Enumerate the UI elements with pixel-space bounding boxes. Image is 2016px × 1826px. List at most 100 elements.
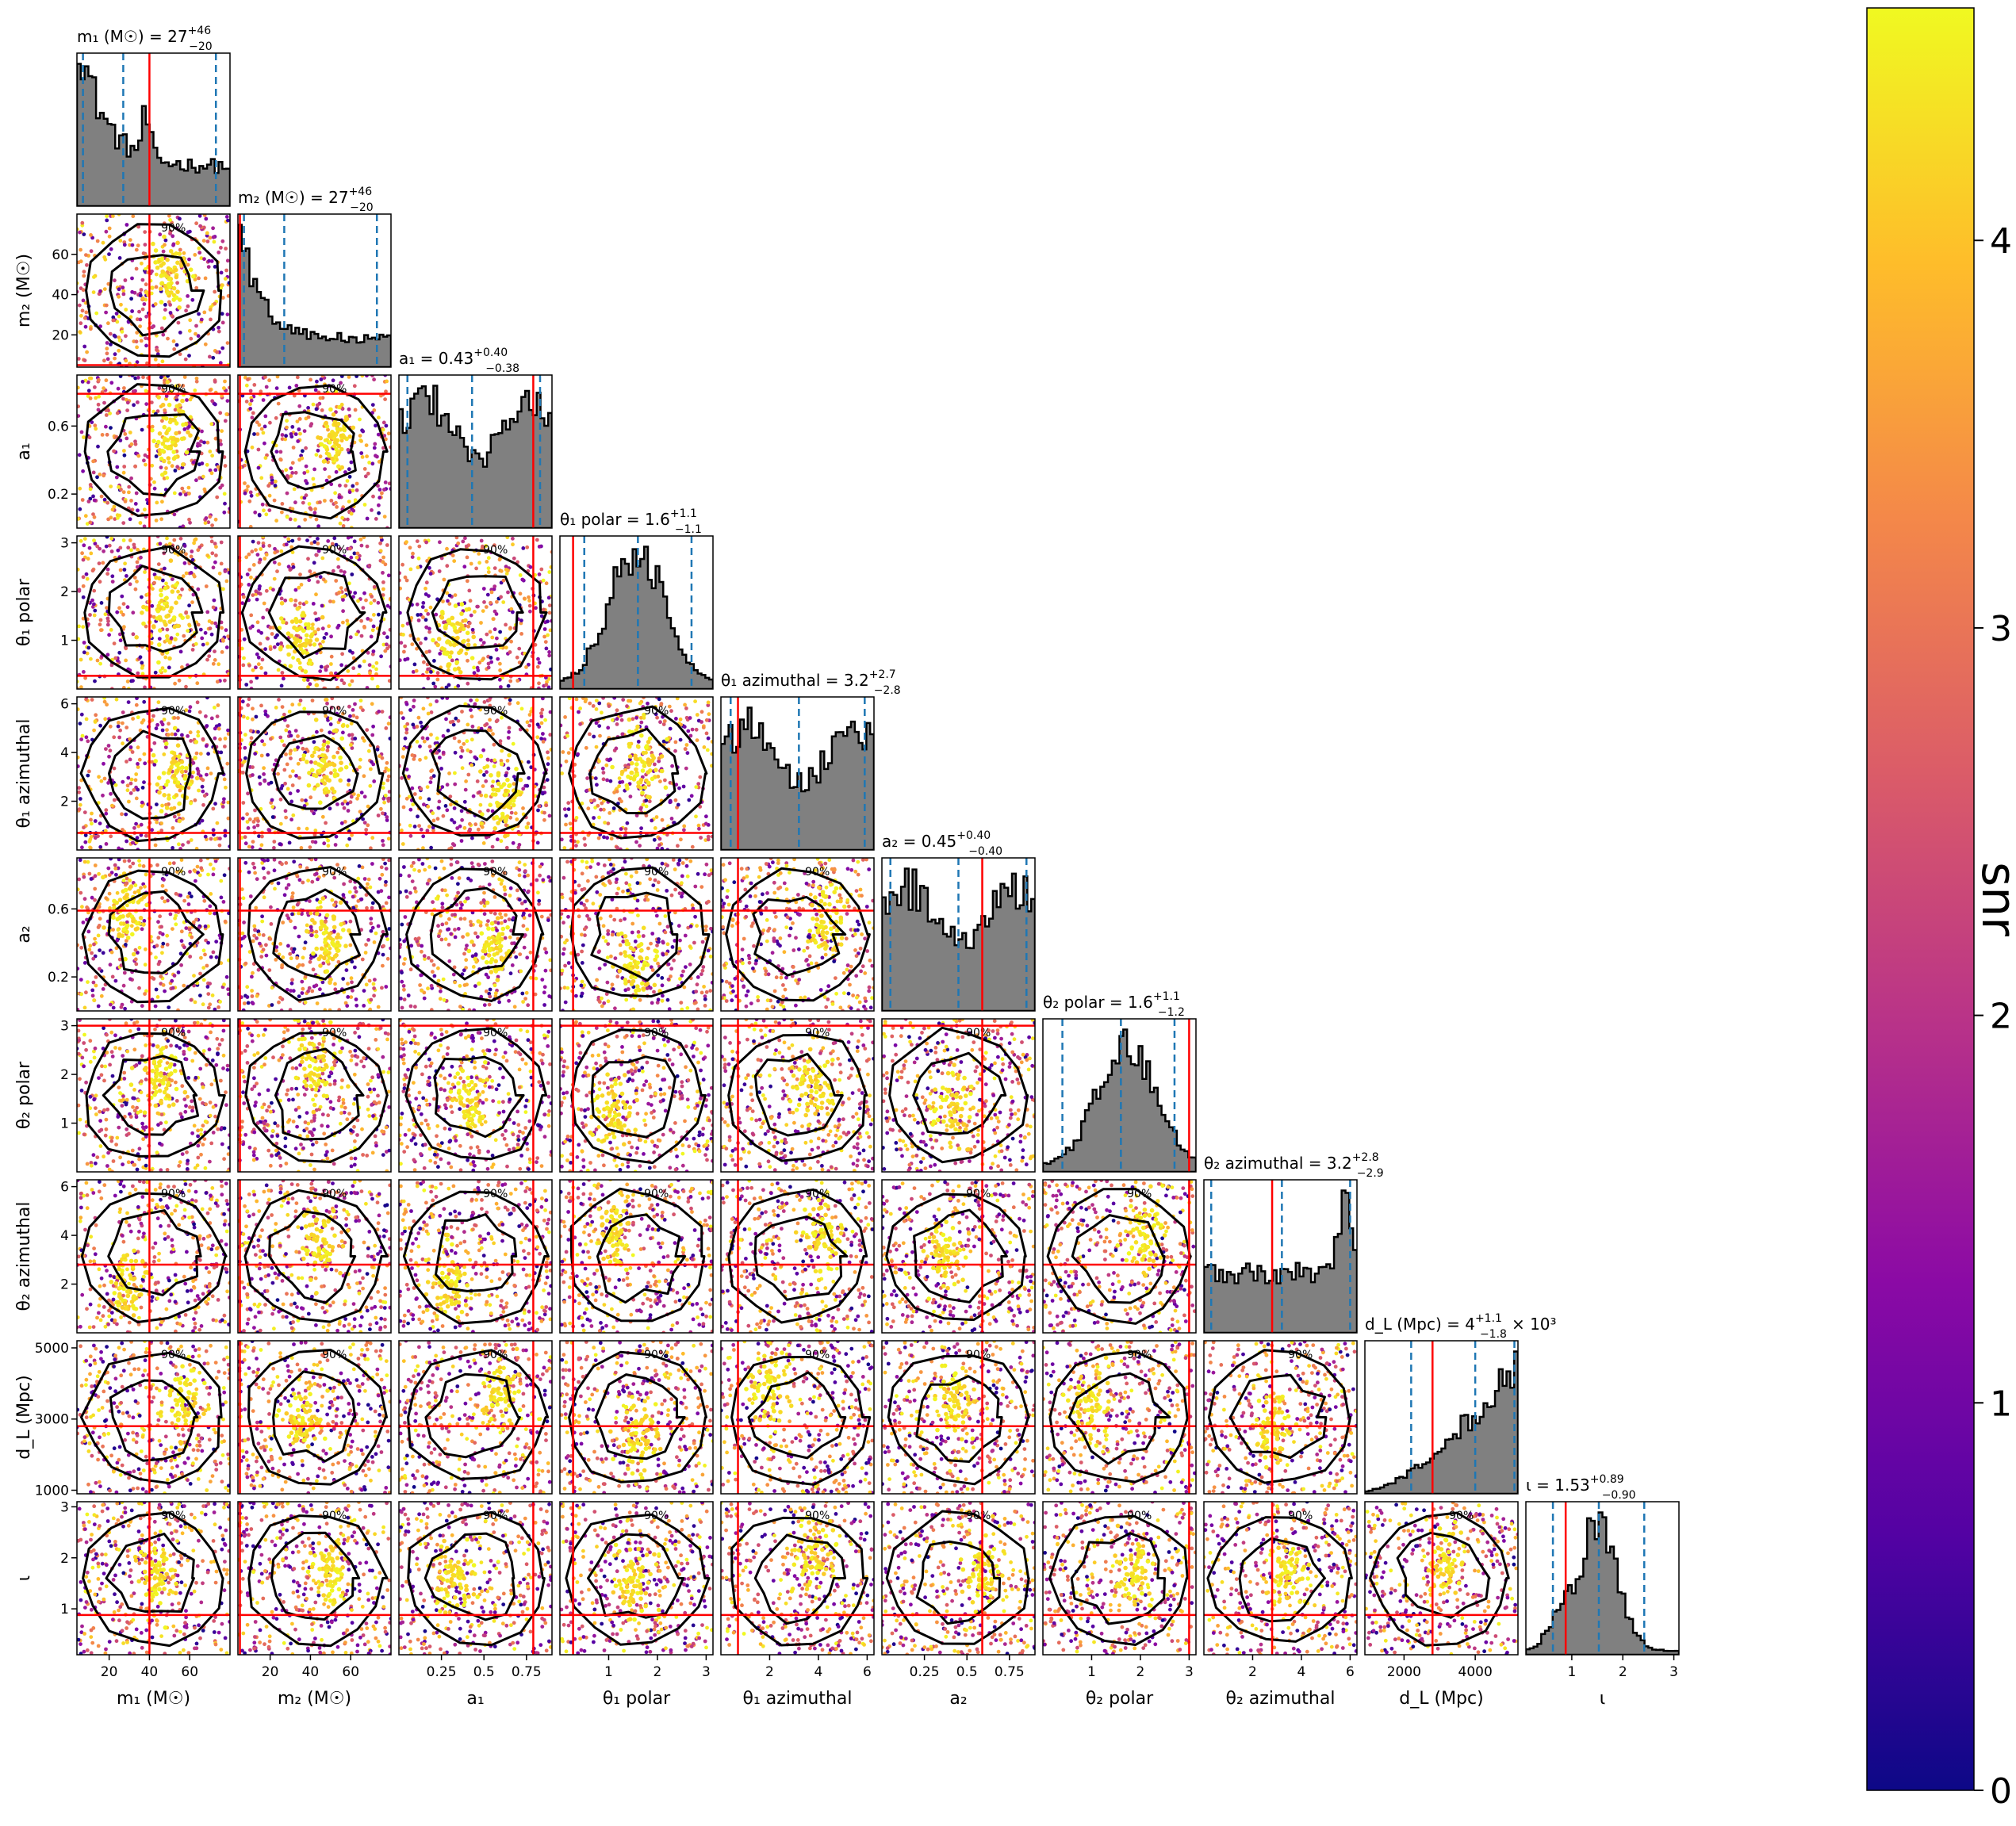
scatter-point: [144, 314, 149, 319]
scatter-point: [102, 358, 106, 363]
scatter-point: [401, 562, 404, 567]
scatter-point: [462, 741, 466, 746]
scatter-point: [199, 866, 204, 871]
scatter-point: [515, 655, 519, 660]
scatter-point: [105, 572, 110, 576]
scatter-point: [289, 817, 293, 822]
scatter-point: [224, 579, 229, 584]
scatter-point: [332, 768, 337, 773]
scatter-point: [638, 701, 642, 706]
scatter-point: [441, 733, 446, 738]
scatter-point: [386, 431, 391, 436]
scatter-point: [99, 779, 104, 783]
contour-90: [83, 545, 225, 679]
scatter-point: [321, 577, 326, 582]
scatter-point: [341, 711, 345, 716]
scatter-point: [188, 520, 193, 525]
scatter-point: [369, 634, 374, 639]
scatter-point: [289, 756, 293, 760]
scatter-point: [134, 962, 139, 967]
scatter-point: [378, 754, 381, 758]
scatter-point: [193, 1000, 197, 1005]
scatter-point: [346, 536, 351, 540]
scatter-point: [316, 549, 321, 553]
scatter-point: [486, 556, 491, 561]
scatter-point: [313, 611, 317, 615]
scatter-point: [499, 759, 504, 763]
scatter-point: [489, 773, 493, 778]
scatter-point: [213, 380, 217, 384]
scatter-point: [90, 598, 94, 603]
scatter-point: [350, 679, 355, 683]
scatter-point: [105, 351, 109, 356]
scatter-point: [266, 637, 270, 641]
scatter-point: [540, 791, 545, 795]
scatter-point: [299, 583, 304, 587]
scatter-point: [427, 630, 431, 634]
scatter-point: [125, 574, 128, 578]
scatter-point: [371, 494, 375, 499]
scatter-point: [489, 656, 493, 660]
scatter-point: [167, 861, 172, 866]
scatter-point: [386, 573, 391, 578]
scatter-point: [601, 771, 606, 775]
scatter-point: [215, 821, 220, 825]
scatter-point: [424, 637, 428, 641]
scatter-point: [115, 513, 120, 518]
scatter-point: [274, 415, 278, 420]
scatter-point: [128, 791, 133, 795]
scatter-point: [335, 802, 339, 806]
scatter-point: [104, 229, 109, 234]
contour-label: 90%: [161, 383, 186, 396]
scatter-point: [178, 352, 182, 357]
scatter-point: [386, 836, 391, 841]
scatter-point: [370, 628, 375, 633]
scatter-point: [208, 468, 213, 473]
scatter-point: [211, 828, 216, 833]
scatter-point: [108, 963, 113, 967]
scatter-point: [301, 500, 305, 505]
scatter-point: [451, 722, 456, 727]
scatter-point: [639, 826, 643, 830]
scatter-panel-4-2: 90%: [398, 696, 553, 851]
scatter-point: [255, 432, 260, 436]
scatter-point: [427, 797, 431, 802]
scatter-point: [338, 755, 343, 760]
scatter-point: [703, 821, 708, 826]
scatter-point: [181, 422, 186, 427]
scatter-point: [171, 751, 177, 756]
scatter-point: [178, 847, 182, 850]
scatter-point: [85, 262, 89, 267]
scatter-point: [306, 783, 312, 788]
scatter-point: [241, 771, 245, 775]
scatter-point: [199, 955, 203, 960]
scatter-point: [707, 712, 711, 717]
scatter-point: [377, 612, 381, 617]
scatter-point: [333, 728, 339, 733]
scatter-point: [583, 843, 588, 848]
scatter-point: [95, 658, 100, 663]
scatter-point: [546, 762, 550, 767]
scatter-point: [129, 476, 134, 480]
scatter-point: [247, 844, 251, 849]
scatter-point: [261, 615, 266, 620]
scatter-point: [213, 837, 217, 841]
scatter-point: [383, 649, 388, 653]
panel-frame: [398, 374, 553, 529]
scatter-point: [190, 557, 195, 562]
scatter-point: [174, 600, 178, 605]
scatter-point: [180, 733, 184, 737]
scatter-point: [360, 455, 365, 459]
scatter-point: [213, 736, 217, 741]
scatter-point: [213, 621, 217, 626]
scatter-point: [175, 289, 180, 294]
scatter-point: [495, 599, 499, 604]
scatter-point: [288, 752, 293, 756]
scatter-point: [442, 620, 446, 625]
scatter-point: [621, 698, 626, 702]
scatter-point: [139, 288, 144, 292]
scatter-point: [452, 667, 458, 672]
scatter-point: [150, 828, 155, 833]
scatter-point: [347, 434, 353, 439]
